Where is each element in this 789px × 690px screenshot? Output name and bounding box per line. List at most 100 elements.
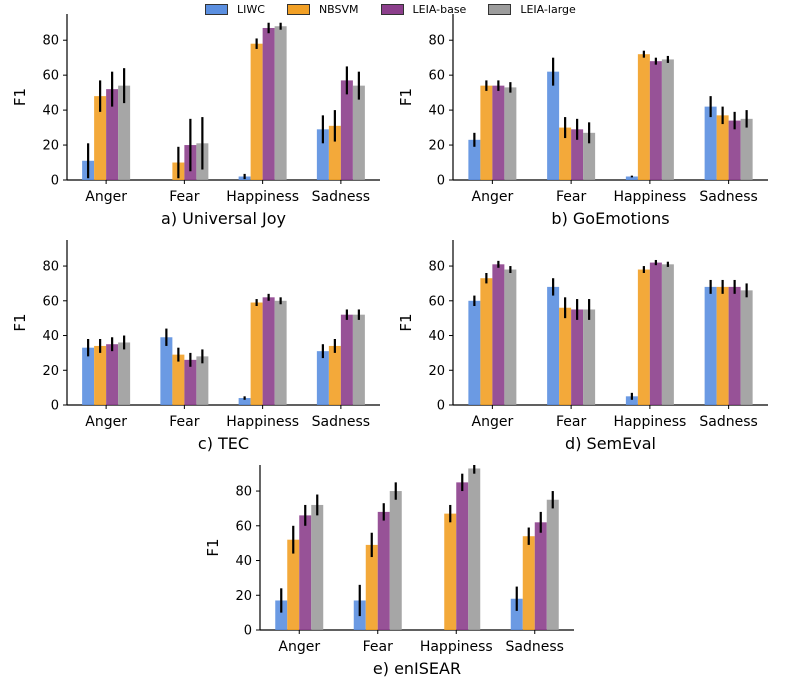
bar-leia-base-anger xyxy=(106,89,119,180)
y-axis-label: F1 xyxy=(11,313,29,331)
bar-liwc-anger xyxy=(82,347,95,405)
chart-title: e) enISEAR xyxy=(373,659,461,678)
legend-item-nbsvm: NBSVM xyxy=(286,2,359,16)
y-tick-label: 0 xyxy=(437,174,445,189)
x-tick-label-sadness: Sadness xyxy=(506,639,564,655)
x-tick-label-sadness: Sadness xyxy=(699,414,757,430)
y-tick-label: 60 xyxy=(428,69,445,84)
bar-leia-base-fear xyxy=(184,359,197,405)
bar-liwc-anger xyxy=(468,300,481,405)
bar-leia-large-anger xyxy=(504,87,517,180)
y-tick-label: 80 xyxy=(42,34,59,49)
bar-nbsvm-happiness xyxy=(444,513,457,630)
bar-liwc-anger xyxy=(468,139,481,180)
bar-liwc-anger xyxy=(275,600,288,630)
bar-leia-base-anger xyxy=(106,344,119,405)
bar-nbsvm-happiness xyxy=(250,43,263,180)
y-tick-label: 0 xyxy=(51,399,59,414)
legend-item-leia-base: LEIA-base xyxy=(380,2,467,16)
chart-title: b) GoEmotions xyxy=(551,209,669,228)
bar-liwc-fear xyxy=(160,337,173,405)
y-tick-label: 0 xyxy=(51,174,59,189)
x-tick-label-sadness: Sadness xyxy=(699,189,757,205)
y-tick-label: 20 xyxy=(42,139,59,154)
x-tick-label-anger: Anger xyxy=(472,189,514,205)
legend-label-nbsvm: NBSVM xyxy=(318,2,359,16)
bar-leia-large-anger xyxy=(311,504,324,630)
y-tick-label: 80 xyxy=(42,260,59,275)
legend-label-liwc: LIWC xyxy=(237,2,265,16)
bar-leia-base-happiness xyxy=(649,61,662,180)
bar-leia-large-happiness xyxy=(661,264,674,405)
y-tick-label: 20 xyxy=(428,139,445,154)
bar-leia-base-fear xyxy=(571,129,584,180)
bar-leia-large-anger xyxy=(118,85,131,180)
x-tick-label-anger: Anger xyxy=(85,189,127,205)
bar-nbsvm-happiness xyxy=(637,54,650,181)
bar-leia-base-sadness xyxy=(728,286,741,405)
bar-leia-base-sadness xyxy=(340,80,353,180)
legend-label-leia-base: LEIA-base xyxy=(412,2,467,16)
y-tick-label: 0 xyxy=(244,624,252,639)
bar-liwc-happiness xyxy=(238,398,251,405)
x-tick-label-fear: Fear xyxy=(556,414,586,430)
y-tick-label: 80 xyxy=(428,260,445,275)
chart-title: c) TEC xyxy=(198,434,249,453)
bar-leia-large-sadness xyxy=(352,85,365,180)
chart-panel-3: 0 20 40 60 80 F1 Anger Fear Happiness Sadness c) T… xyxy=(11,240,380,453)
bar-liwc-happiness xyxy=(625,176,638,180)
x-tick-label-happiness: Happiness xyxy=(226,414,299,430)
bar-nbsvm-anger xyxy=(480,278,493,405)
chart-panel-1: 0 20 40 60 80 F1 Anger Fear Happiness Sadness a) U… xyxy=(11,14,380,228)
y-axis-label: F1 xyxy=(204,538,222,556)
bar-leia-large-sadness xyxy=(740,290,753,405)
x-tick-label-fear: Fear xyxy=(169,414,199,430)
y-tick-label: 40 xyxy=(42,104,59,119)
x-tick-label-happiness: Happiness xyxy=(226,189,299,205)
bar-nbsvm-anger xyxy=(94,96,107,180)
y-axis-label: F1 xyxy=(397,88,415,106)
y-tick-label: 60 xyxy=(235,519,252,534)
y-tick-label: 20 xyxy=(235,589,252,604)
legend-item-leia-large: LEIA-large xyxy=(488,3,576,16)
bar-leia-base-happiness xyxy=(649,262,662,405)
y-tick-label: 40 xyxy=(235,554,252,569)
bar-leia-base-fear xyxy=(377,511,390,630)
x-tick-label-happiness: Happiness xyxy=(613,189,686,205)
chart-title: a) Universal Joy xyxy=(161,209,286,228)
legend-item-liwc: LIWC xyxy=(205,3,265,16)
y-tick-label: 40 xyxy=(428,104,445,119)
x-tick-label-sadness: Sadness xyxy=(312,189,370,205)
bar-liwc-sadness xyxy=(704,286,717,405)
y-tick-label: 40 xyxy=(428,329,445,344)
y-tick-label: 60 xyxy=(428,294,445,309)
bar-leia-large-sadness xyxy=(352,314,365,405)
bar-nbsvm-fear xyxy=(559,307,572,405)
bar-liwc-fear xyxy=(547,71,560,180)
bar-liwc-sadness xyxy=(704,106,717,180)
bar-leia-large-sadness xyxy=(546,499,559,630)
bar-nbsvm-sadness xyxy=(522,536,535,630)
bar-leia-base-anger xyxy=(492,264,505,405)
x-tick-label-happiness: Happiness xyxy=(613,414,686,430)
bar-leia-base-anger xyxy=(299,515,312,630)
bar-leia-large-happiness xyxy=(274,300,287,405)
x-tick-label-anger: Anger xyxy=(85,414,127,430)
y-axis-label: F1 xyxy=(397,313,415,331)
y-tick-label: 60 xyxy=(42,294,59,309)
bar-nbsvm-fear xyxy=(559,127,572,180)
bar-nbsvm-anger xyxy=(480,85,493,180)
bar-liwc-sadness xyxy=(316,351,329,405)
x-tick-label-fear: Fear xyxy=(169,189,199,205)
bar-nbsvm-happiness xyxy=(637,269,650,405)
legend-swatch-liwc xyxy=(205,3,228,15)
bar-leia-base-fear xyxy=(571,309,584,405)
x-tick-label-anger: Anger xyxy=(278,639,320,655)
x-tick-label-happiness: Happiness xyxy=(420,639,493,655)
chart-panel-5: 0 20 40 60 80 F1 Anger Fear Happiness Sadness e) e… xyxy=(204,465,574,678)
y-tick-label: 60 xyxy=(42,69,59,84)
y-axis-label: F1 xyxy=(11,88,29,106)
y-tick-label: 40 xyxy=(42,329,59,344)
x-tick-label-anger: Anger xyxy=(472,414,514,430)
bar-nbsvm-fear xyxy=(172,354,185,405)
